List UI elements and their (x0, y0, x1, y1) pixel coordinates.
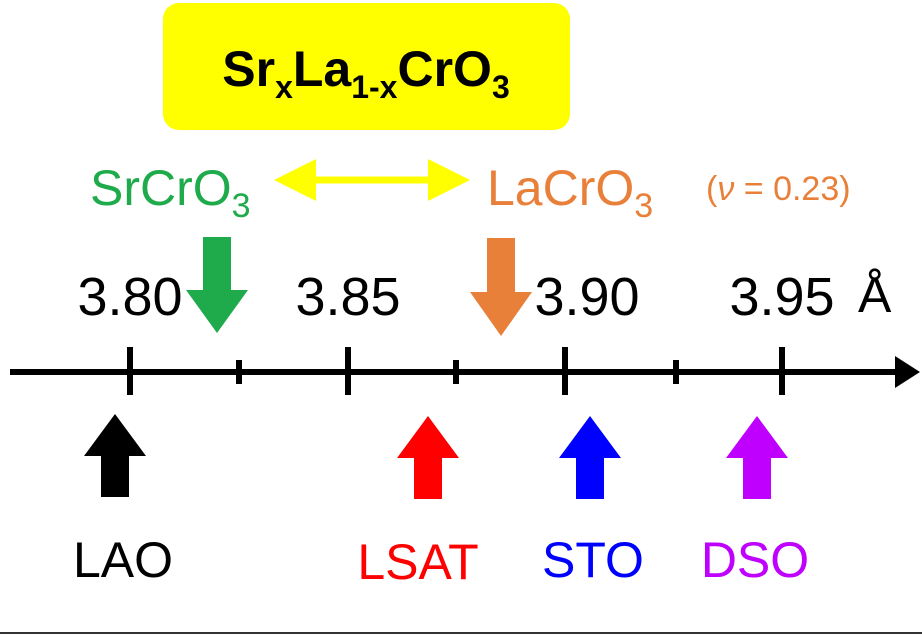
compound-name: SrCrO (90, 160, 232, 216)
note-part: ( (706, 170, 718, 208)
tick-label: 3.85 (295, 267, 400, 327)
substrate-arrow (84, 414, 146, 497)
tick-label: 3.95 (729, 267, 834, 327)
note-part: = 0.23) (734, 170, 850, 208)
note-symbol: ν (717, 170, 734, 208)
substrate-label: STO (542, 532, 644, 588)
title-part: La (293, 41, 353, 97)
axis-arrowhead (895, 356, 920, 388)
substrate-arrow (559, 416, 621, 499)
compound-label: SrCrO3 (90, 160, 251, 225)
lacro3-arrow (470, 238, 532, 336)
title-sub: 1-x (351, 69, 397, 105)
title-sub: 3 (492, 69, 510, 105)
title-part: CrO (397, 41, 491, 97)
substrate-arrow (726, 416, 788, 499)
title-part: Sr (222, 41, 275, 97)
substrate-label: DSO (701, 532, 809, 588)
compound-label: LaCrO3 (487, 160, 653, 225)
compound-name: LaCrO (487, 160, 634, 216)
axis-unit: Å (858, 267, 892, 323)
title-box (163, 3, 570, 130)
srcro3-arrow (186, 237, 248, 333)
tick-label: 3.90 (534, 267, 639, 327)
substrate-arrow (397, 416, 459, 499)
poisson-note: (ν = 0.23) (706, 170, 851, 208)
substrate-label: LAO (73, 532, 173, 588)
ticks (127, 347, 785, 395)
tick-label: 3.80 (77, 267, 182, 327)
title: SrxLa1-xCrO3 (222, 41, 509, 105)
compound-sub: 3 (634, 187, 653, 225)
compound-sub: 3 (232, 187, 251, 225)
substrate-label: LSAT (357, 534, 478, 590)
title-sub: x (275, 69, 293, 105)
